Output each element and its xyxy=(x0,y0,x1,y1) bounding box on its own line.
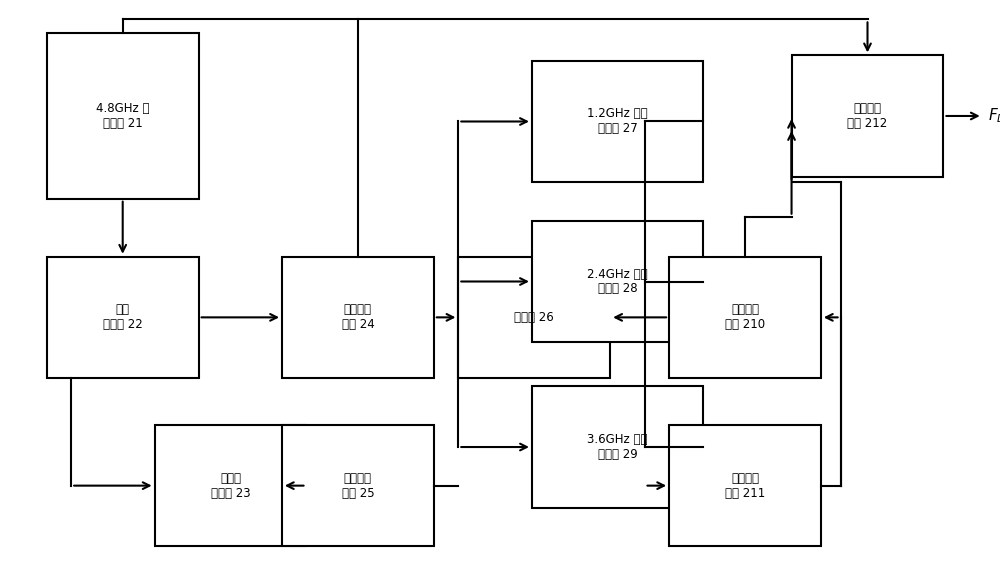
Text: 功率
分配器 22: 功率 分配器 22 xyxy=(103,303,143,332)
Text: 1.2GHz 带通
滤波器 27: 1.2GHz 带通 滤波器 27 xyxy=(587,108,648,136)
Bar xyxy=(47,33,199,199)
Bar xyxy=(792,55,943,177)
Text: 单刀四掷
开关 211: 单刀四掷 开关 211 xyxy=(725,472,765,499)
Text: 混频器 26: 混频器 26 xyxy=(514,311,554,324)
Text: 3.6GHz 带通
滤波器 29: 3.6GHz 带通 滤波器 29 xyxy=(587,433,648,461)
Text: 4.8GHz 高
纯本振 21: 4.8GHz 高 纯本振 21 xyxy=(96,102,149,130)
Text: 单刀四掷
开关 25: 单刀四掷 开关 25 xyxy=(342,472,374,499)
Bar xyxy=(458,257,610,378)
Text: 2.4GHz 带通
滤波器 28: 2.4GHz 带通 滤波器 28 xyxy=(587,267,648,296)
Text: 可编程
分频器 23: 可编程 分频器 23 xyxy=(211,472,250,499)
Bar xyxy=(669,425,821,546)
Bar xyxy=(155,425,306,546)
Bar xyxy=(532,61,703,182)
Bar xyxy=(532,221,703,342)
Bar xyxy=(669,257,821,378)
Text: 单刀双掷
开关 24: 单刀双掷 开关 24 xyxy=(342,303,374,332)
Bar xyxy=(47,257,199,378)
Text: $F_D$: $F_D$ xyxy=(988,106,1000,126)
Bar xyxy=(532,386,703,508)
Text: 单刀四掷
开关 212: 单刀四掷 开关 212 xyxy=(847,102,888,130)
Bar xyxy=(282,257,434,378)
Text: 单刀双掷
开关 210: 单刀双掷 开关 210 xyxy=(725,303,765,332)
Bar xyxy=(282,425,434,546)
